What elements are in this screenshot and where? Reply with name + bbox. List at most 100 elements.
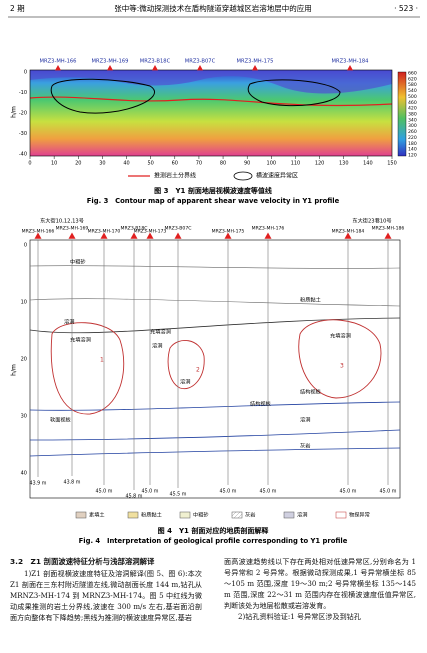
- legend-label: 物探异常: [349, 511, 370, 519]
- colorbar-label: 300: [408, 123, 417, 129]
- left-column: 3.2 Z1 剖面波速特征分析与浅部溶洞解译 1)Z1 剖面视横波速度特征及溶洞…: [10, 556, 202, 623]
- stratum-label: 中粗砂: [70, 258, 86, 266]
- stratum-label: 灰岩: [300, 442, 310, 450]
- depth-label: 45.0 m: [142, 489, 159, 495]
- borehole-marker: [107, 65, 113, 71]
- site-label: 东大街10,12,13号: [40, 217, 84, 225]
- borehole-label: MRZ3-B07C: [185, 59, 216, 65]
- borehole-marker: [152, 65, 158, 71]
- stratum-line: [29, 298, 401, 307]
- colorbar: [397, 71, 407, 157]
- stratum-label: 溶洞: [152, 342, 162, 350]
- x-tick-label: 40: [123, 161, 129, 167]
- low-velocity-band: [30, 70, 392, 94]
- borehole-label: MRZ3-MH-184: [332, 59, 370, 65]
- borehole-label: MRZ3-MH-169: [56, 226, 89, 232]
- legend-swatch: [75, 511, 87, 519]
- x-tick-label: 50: [147, 161, 153, 167]
- x-tick-label: 100: [267, 161, 277, 167]
- y-tick-label: -40: [19, 152, 27, 158]
- stratum-line: [29, 401, 401, 411]
- anomaly-outline: [167, 340, 205, 390]
- depth-label: 43.8 m: [64, 480, 81, 486]
- legend-label: 横波速度异常区: [256, 172, 298, 180]
- y-tick-label: 30: [21, 414, 27, 420]
- y-tick-label: 0: [24, 243, 27, 249]
- y-axis-label: h/m: [11, 364, 18, 376]
- stratum-label: 软面视板: [50, 416, 72, 424]
- borehole-marker: [34, 232, 42, 239]
- borehole-label: MRZ3-MH-175: [237, 59, 274, 65]
- x-tick-label: 20: [75, 161, 81, 167]
- x-tick-label: 80: [220, 161, 226, 167]
- borehole-label: MRZ3-MH-175: [212, 229, 245, 235]
- stratum-line: [29, 265, 401, 269]
- borehole-marker: [264, 232, 272, 239]
- figures: 2 期 张中等:微动探测技术在盾构隧道穿越城区岩溶地层中的应用 · 523 · …: [8, 3, 420, 545]
- site-label: 东大街23巷10号: [352, 217, 391, 225]
- colorbar-label: 180: [408, 141, 417, 147]
- x-tick-label: 60: [172, 161, 178, 167]
- paragraph: 2)钻孔资料验证:1 号异常区涉及到钻孔: [238, 612, 361, 621]
- legend-swatch: [283, 511, 295, 519]
- depth-label: 45.0 m: [340, 489, 357, 495]
- paragraph: 面高波速趋势线以下存在两处相对低速异常区,分别命名为 1 号异常和 2 号异常。…: [224, 557, 416, 610]
- paragraph: 1)Z1 剖面视横波速度特征及溶洞解译(图 5、图 6):本次 Z1 剖面在三东…: [10, 569, 202, 622]
- borehole-marker: [344, 232, 352, 239]
- depth-label: 45.0 m: [260, 489, 277, 495]
- issue: 2 期: [10, 4, 25, 13]
- legend-label: 中粗砂: [193, 511, 209, 519]
- x-tick-label: 30: [99, 161, 105, 167]
- borehole-label: MRZ3-MH-184: [332, 229, 365, 235]
- colorbar-label: 460: [408, 100, 417, 106]
- caption-en: Fig. 3 Contour map of apparent shear wav…: [87, 197, 340, 205]
- legend-label: 粉质黏土: [141, 511, 162, 519]
- depth-label: 43.9 m: [30, 481, 47, 487]
- borehole-marker: [55, 65, 61, 71]
- anomaly-number: 2: [196, 367, 200, 374]
- stratum-label: 充填溶洞: [150, 328, 171, 336]
- colorbar-label: 340: [408, 117, 417, 123]
- caption-cn: 图 3 Y1 剖面地层视横波速度等值线: [154, 186, 272, 195]
- depth-label: 45.8 m: [126, 494, 143, 500]
- map-frame: [29, 69, 393, 157]
- anomaly-outline: [298, 319, 382, 399]
- legend-label: 素填土: [89, 511, 105, 519]
- x-tick-label: 70: [196, 161, 202, 167]
- stratum-label: 结构视板: [250, 400, 272, 408]
- y-tick-label: -10: [19, 90, 27, 96]
- y-axis-label: h/m: [11, 106, 18, 118]
- caption-cn: 图 4 Y1 剖面对应的地质剖面解释: [158, 526, 270, 535]
- colorbar-label: 380: [408, 112, 417, 118]
- legend-swatch: [335, 511, 347, 519]
- stratum-label: 结构视板: [300, 388, 322, 396]
- colorbar-label: 580: [408, 82, 417, 88]
- colorbar-label: 500: [408, 94, 417, 100]
- anomaly-outline: [247, 79, 341, 107]
- borehole-marker: [68, 232, 76, 239]
- colorbar-label: 660: [408, 71, 417, 77]
- page-number: · 523 ·: [394, 4, 418, 13]
- colorbar-label: 620: [408, 76, 417, 82]
- boundary-line: [29, 96, 393, 107]
- borehole-label: MRZ3-MH-166: [40, 59, 77, 65]
- x-tick-label: 0: [28, 161, 31, 167]
- y-tick-label: 40: [21, 471, 27, 477]
- borehole-marker: [130, 232, 138, 239]
- x-tick-label: 120: [315, 161, 325, 167]
- profile-frame: [29, 239, 401, 499]
- anomaly-number: 1: [100, 357, 104, 364]
- stratum-label: 充填溶洞: [330, 332, 351, 340]
- legend-swatch: [127, 511, 139, 519]
- legend-swatch: [233, 171, 253, 181]
- colorbar-label: 540: [408, 88, 417, 94]
- depth-label: 45.5 m: [170, 492, 187, 498]
- depth-label: 45.0 m: [220, 489, 237, 495]
- borehole-label: MRZ3-MH-170: [88, 229, 121, 235]
- colorbar-label: 120: [408, 153, 417, 159]
- legend-swatch: [231, 511, 243, 519]
- borehole-marker: [197, 65, 203, 71]
- stratum-label: 溶洞: [300, 416, 310, 424]
- borehole-label: MRZ3-MH-176: [252, 226, 285, 232]
